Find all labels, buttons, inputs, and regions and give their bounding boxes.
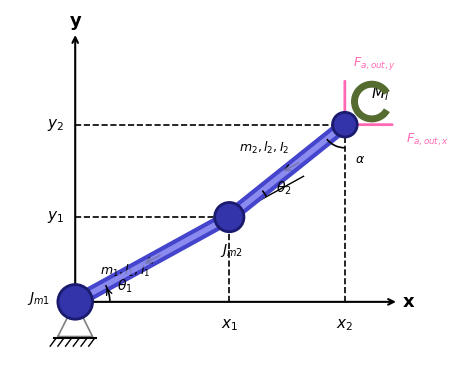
Text: $M_l$: $M_l$ [371,85,389,103]
Text: $\alpha$: $\alpha$ [355,153,365,166]
Circle shape [215,203,244,232]
Text: $J_{m2}$: $J_{m2}$ [219,242,243,259]
Text: $\theta_2$: $\theta_2$ [276,180,292,197]
Text: $\mathbf{x}$: $\mathbf{x}$ [402,293,415,311]
Text: $y_1$: $y_1$ [46,209,64,225]
Text: $m_1, l_1, I_1$: $m_1, l_1, I_1$ [100,263,151,279]
Text: $m_2, l_2, I_2$: $m_2, l_2, I_2$ [239,140,289,156]
Text: $F_{a,out,y}$: $F_{a,out,y}$ [353,55,396,71]
Text: $J_{m1}$: $J_{m1}$ [27,289,50,307]
Text: $\theta_1$: $\theta_1$ [118,278,133,295]
Text: $F_{a,out,x}$: $F_{a,out,x}$ [407,132,450,148]
Text: $x_2$: $x_2$ [337,317,354,333]
Text: $y_2$: $y_2$ [46,117,64,133]
Circle shape [333,113,357,137]
Text: $x_1$: $x_1$ [221,317,238,333]
Circle shape [58,284,92,319]
Text: $\mathbf{y}$: $\mathbf{y}$ [69,14,82,31]
